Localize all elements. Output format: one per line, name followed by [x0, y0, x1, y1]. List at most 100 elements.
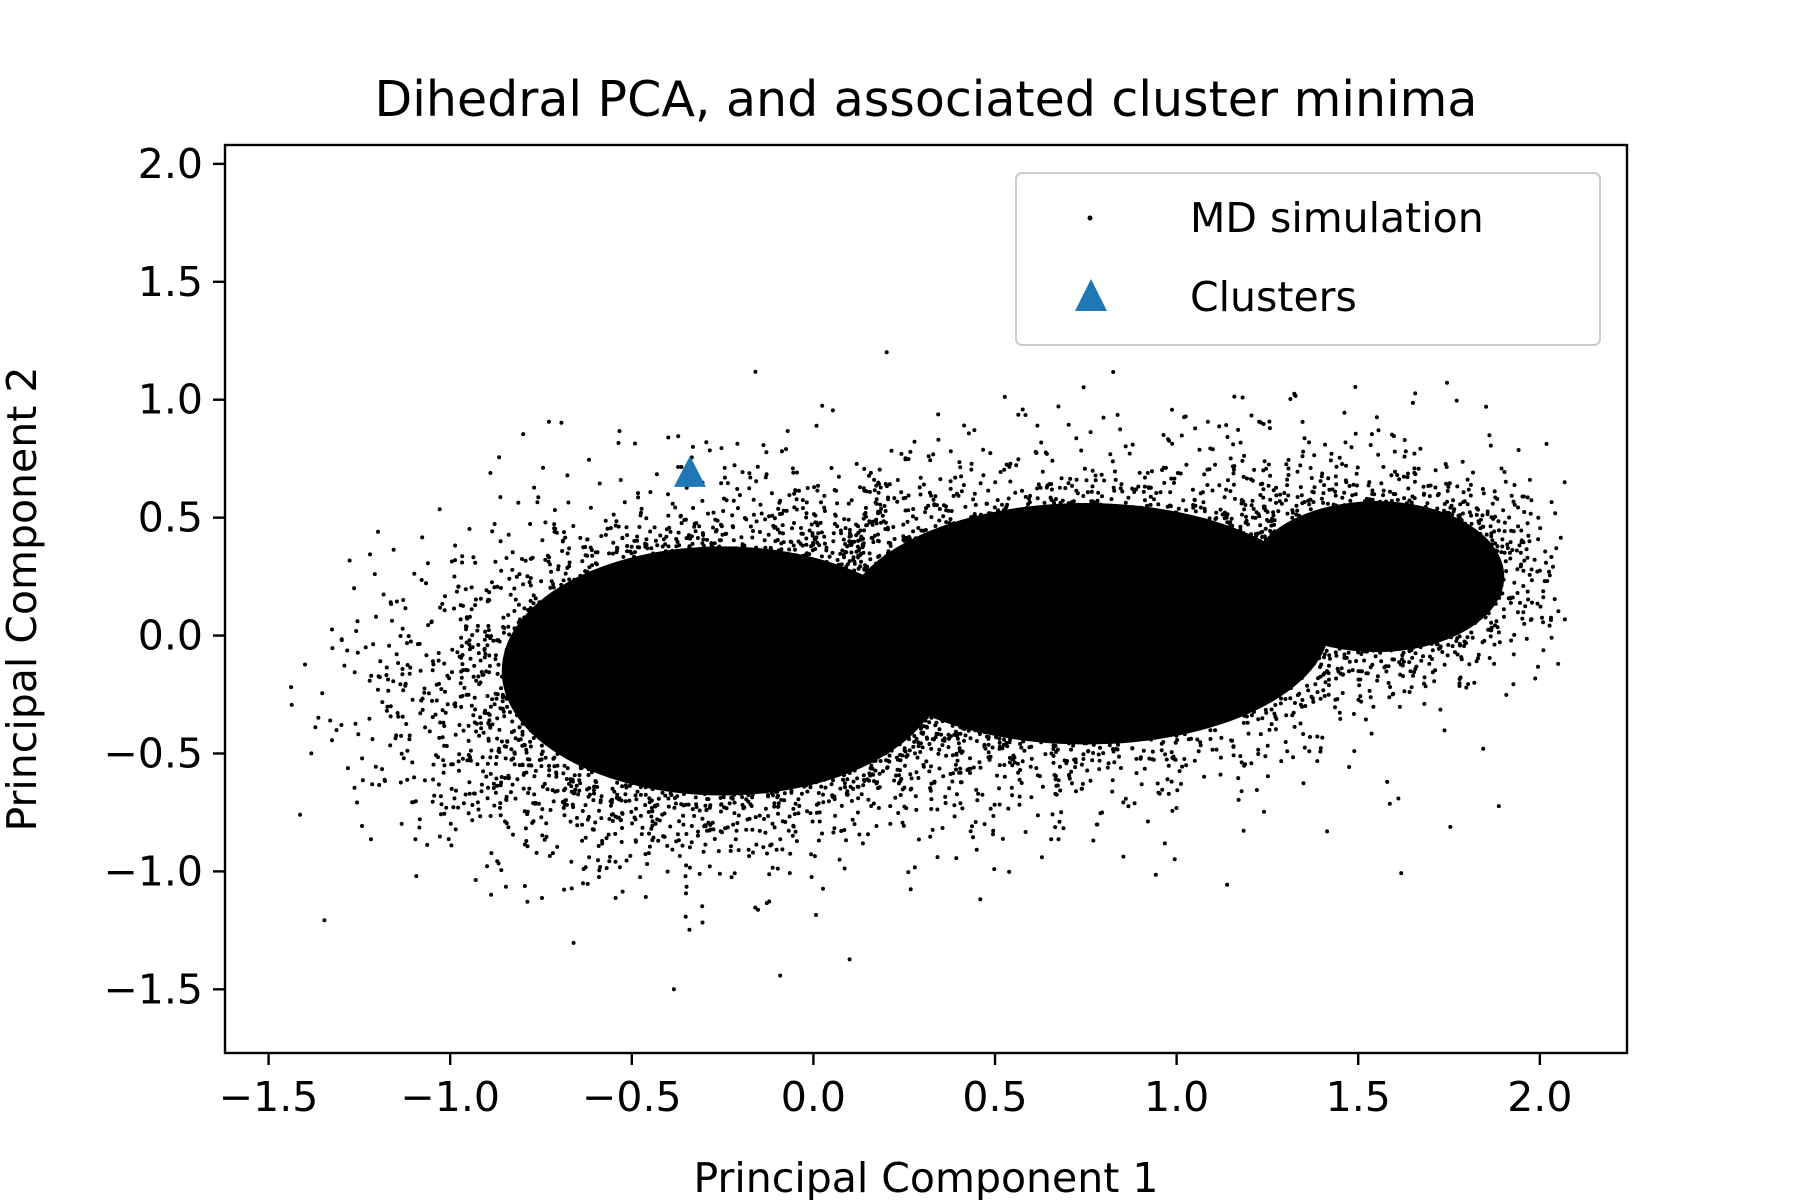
md-point [551, 585, 556, 590]
md-point [438, 605, 442, 610]
md-point [914, 770, 919, 775]
md-point [638, 875, 643, 880]
md-point [466, 738, 471, 743]
md-point [467, 791, 472, 796]
md-point [729, 844, 733, 849]
md-point [1447, 481, 1452, 486]
md-point [1118, 766, 1123, 770]
md-point [510, 567, 515, 572]
md-point [1504, 692, 1509, 697]
md-point [405, 641, 409, 646]
md-point [664, 527, 669, 532]
md-point [1520, 616, 1525, 621]
md-point [1448, 824, 1453, 829]
md-point [610, 551, 615, 556]
md-point [1012, 760, 1017, 765]
md-point [497, 727, 502, 732]
md-point [1547, 623, 1552, 628]
md-point [920, 745, 925, 750]
md-point [1446, 484, 1451, 489]
md-point [1553, 511, 1558, 516]
md-point [1112, 760, 1117, 765]
md-point [1541, 648, 1546, 653]
md-point [479, 782, 484, 787]
md-point [1512, 632, 1517, 637]
md-point [1068, 476, 1073, 481]
md-point [831, 830, 836, 835]
md-point [1172, 857, 1177, 862]
md-point [1268, 497, 1273, 502]
md-point [453, 543, 458, 548]
md-point [1529, 578, 1534, 583]
md-point [384, 673, 389, 678]
md-point [1514, 548, 1519, 553]
md-point [935, 807, 940, 812]
md-point [620, 889, 625, 894]
md-point [1071, 743, 1076, 748]
md-point [912, 733, 917, 738]
md-point [956, 741, 961, 746]
md-point [908, 887, 913, 892]
md-point [1494, 619, 1499, 624]
md-point [583, 803, 588, 808]
md-point [894, 773, 898, 778]
md-point [666, 492, 670, 497]
md-point [1302, 745, 1307, 750]
md-point [1256, 747, 1261, 752]
md-point [459, 675, 464, 680]
md-point [1224, 487, 1229, 492]
md-point [1300, 454, 1305, 459]
md-point [981, 473, 986, 478]
md-point [1301, 732, 1306, 736]
md-point [926, 503, 931, 508]
md-point [1406, 486, 1411, 491]
md-point [1011, 753, 1016, 758]
md-point [607, 817, 612, 821]
md-point [476, 642, 481, 647]
chart-title: Dihedral PCA, and associated cluster min… [375, 71, 1478, 128]
md-point [1556, 661, 1561, 666]
md-point [508, 592, 513, 597]
md-point [580, 838, 585, 843]
md-point [309, 751, 314, 756]
md-point [748, 475, 753, 480]
md-point [541, 465, 545, 470]
md-point [1410, 655, 1415, 660]
md-point [1236, 797, 1241, 802]
md-point [1327, 663, 1331, 668]
md-point [491, 786, 496, 790]
md-point [528, 522, 533, 526]
md-point [750, 535, 755, 540]
md-point [929, 746, 934, 751]
md-point [910, 514, 915, 519]
md-point [334, 728, 339, 733]
md-point [580, 809, 585, 813]
md-point [1273, 727, 1278, 732]
md-point [916, 776, 921, 780]
md-point [1455, 652, 1460, 657]
md-point [871, 540, 876, 545]
md-point [512, 609, 517, 613]
md-point [948, 517, 953, 522]
md-point [666, 804, 671, 809]
md-point [1413, 391, 1418, 396]
md-point [1226, 478, 1230, 483]
md-point [1274, 500, 1278, 505]
md-point [1308, 466, 1313, 470]
md-point [906, 457, 911, 462]
md-point [507, 632, 512, 637]
md-point [1263, 754, 1268, 759]
md-point [847, 559, 852, 564]
md-point [1288, 397, 1293, 401]
md-point [485, 864, 489, 869]
md-point [665, 869, 670, 874]
plot-area [289, 350, 1567, 992]
md-point [1258, 523, 1263, 528]
md-point [467, 780, 472, 785]
md-point [485, 761, 490, 766]
md-point [1035, 496, 1040, 501]
md-point [1333, 650, 1338, 655]
md-point [656, 838, 661, 843]
md-point [1338, 716, 1343, 721]
